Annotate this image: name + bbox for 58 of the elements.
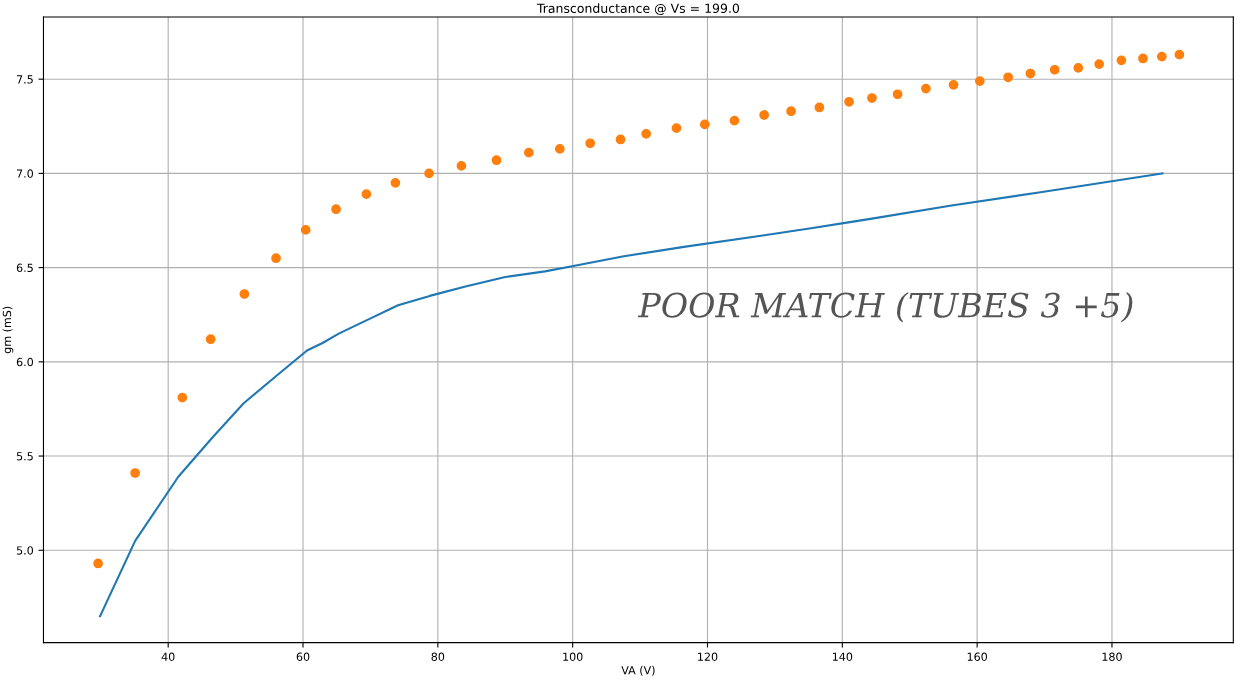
point — [1174, 49, 1185, 60]
point — [390, 177, 401, 188]
point — [239, 289, 250, 299]
point — [205, 334, 216, 345]
point — [177, 392, 188, 403]
point — [759, 110, 769, 120]
y-tick-label: 7.0 — [16, 169, 34, 178]
x-tick-label: 40 — [161, 652, 175, 661]
point — [1025, 68, 1036, 79]
point — [974, 76, 985, 86]
point — [814, 102, 825, 113]
x-axis-title: VA (V) — [621, 665, 655, 676]
point — [93, 558, 103, 569]
point — [1073, 63, 1084, 73]
x-tick-label: 140 — [832, 652, 853, 661]
point — [523, 147, 534, 158]
point — [1156, 51, 1167, 62]
point — [1138, 53, 1148, 64]
line-series — [99, 172, 1164, 618]
point — [671, 123, 682, 134]
x-tick-label: 100 — [563, 652, 583, 661]
y-tick-label: 6.0 — [16, 357, 34, 367]
point — [1094, 59, 1105, 69]
y-tick-label: 5.0 — [16, 546, 34, 555]
point — [585, 138, 596, 149]
y-tick-label: 5.5 — [16, 452, 33, 461]
x-tick-label: 60 — [296, 652, 310, 661]
point — [331, 204, 341, 215]
point — [786, 106, 796, 117]
y-axis-title: gm (mS) — [2, 306, 14, 354]
point — [130, 468, 141, 478]
x-tick-label: 80 — [431, 652, 445, 661]
point — [844, 96, 854, 107]
point — [491, 155, 502, 166]
y-tick-label: 6.5 — [16, 263, 33, 272]
point — [615, 134, 626, 145]
chart-title: Transconductance @ Vs = 199.0 — [536, 3, 740, 16]
point — [554, 144, 565, 154]
point — [948, 79, 959, 90]
point — [1116, 55, 1127, 66]
point — [641, 128, 652, 139]
point — [867, 93, 877, 103]
x-tick-label: 120 — [698, 652, 718, 661]
point — [456, 161, 467, 171]
point — [892, 89, 903, 100]
x-tick-label: 160 — [967, 652, 987, 661]
point — [699, 119, 710, 130]
point — [300, 225, 311, 235]
point — [1003, 72, 1014, 83]
point — [729, 115, 740, 126]
y-tick-label: 7.5 — [16, 75, 33, 84]
point — [271, 253, 281, 264]
annotation: POOR MATCH (TUBES 3 +5) — [637, 291, 1133, 323]
point — [921, 83, 931, 94]
point — [424, 168, 434, 179]
point — [1049, 64, 1060, 75]
x-tick-label: 180 — [1102, 652, 1122, 661]
point — [361, 189, 372, 199]
